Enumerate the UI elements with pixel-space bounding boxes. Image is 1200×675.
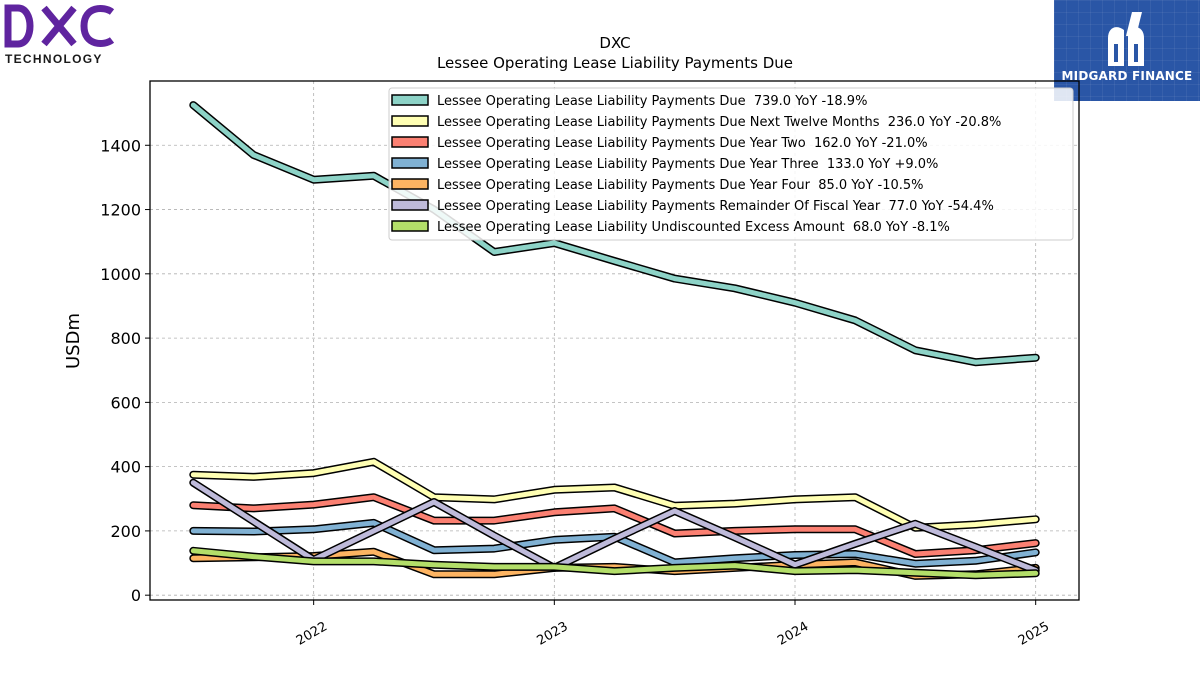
legend: Lessee Operating Lease Liability Payment… (388, 87, 1074, 241)
y-axis-label: USDm (63, 313, 84, 369)
legend-entry: Lessee Operating Lease Liability Payment… (437, 178, 924, 193)
logo-letter-x (41, 5, 77, 47)
y-tick-label: 200 (110, 522, 141, 541)
series-line-stroke (190, 102, 1039, 365)
y-tick-label: 800 (110, 329, 141, 348)
series-2-line (189, 457, 1040, 532)
plot-area (149, 80, 1080, 601)
badge-text: MIDGARD FINANCE (1061, 69, 1193, 83)
y-tick-label: 0 (131, 586, 141, 605)
legend-box (388, 87, 1074, 241)
legend-swatch (391, 94, 429, 106)
y-tick-label: 600 (110, 393, 141, 412)
legend-entry: Lessee Operating Lease Liability Payment… (437, 115, 1001, 130)
series-line-stroke (190, 459, 1039, 531)
legend-swatch (391, 178, 429, 190)
y-tick-label: 1200 (100, 201, 141, 220)
series-line-stroke (190, 548, 1039, 578)
logo-letter-d (4, 4, 34, 48)
x-tick-label: 2022 (294, 619, 330, 649)
chart-title: DXC (599, 34, 630, 52)
series-1-line (189, 101, 1040, 367)
logo-letter-c (80, 5, 115, 47)
x-tick-label: 2023 (535, 619, 571, 649)
series-line-stroke (190, 480, 1039, 573)
x-tick-label: 2025 (1016, 619, 1052, 649)
series-group (189, 101, 1040, 580)
series-line-stroke (190, 494, 1039, 557)
legend-swatch (391, 136, 429, 148)
y-tick-label: 1400 (100, 136, 141, 155)
series-6-line (189, 478, 1040, 575)
legend-swatch (391, 157, 429, 169)
legend-entry: Lessee Operating Lease Liability Payment… (437, 94, 867, 109)
x-tick-label: 2024 (775, 619, 811, 649)
chart-subtitle: Lessee Operating Lease Liability Payment… (437, 54, 793, 72)
midgard-finance-badge: MIDGARD FINANCE (1054, 0, 1200, 101)
series-3-line (189, 493, 1040, 558)
legend-entry: Lessee Operating Lease Liability Payment… (437, 157, 938, 172)
legend-swatch (391, 220, 429, 232)
logo-subtext: TECHNOLOGY (5, 52, 103, 66)
series-7-line (189, 546, 1040, 580)
legend-entry: Lessee Operating Lease Liability Payment… (437, 199, 994, 214)
y-tick-label: 400 (110, 458, 141, 477)
legend-swatch (391, 199, 429, 211)
midgard-logo-icon (1108, 12, 1144, 66)
dxc-technology-logo: TECHNOLOGY (4, 4, 115, 66)
legend-swatch (391, 115, 429, 127)
y-tick-label: 1000 (100, 265, 141, 284)
legend-entry: Lessee Operating Lease Liability Undisco… (437, 220, 950, 235)
legend-entry: Lessee Operating Lease Liability Payment… (437, 136, 928, 151)
